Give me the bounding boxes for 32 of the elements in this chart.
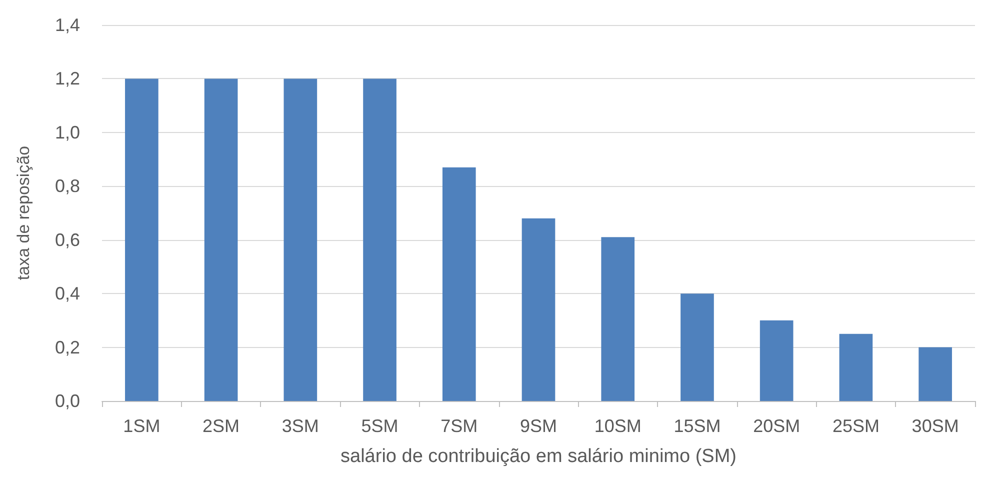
y-tick-label: 0,4	[54, 284, 80, 304]
y-tick-label: 1,0	[54, 122, 80, 142]
bar	[442, 167, 476, 401]
x-tick-label: 3SM	[282, 416, 319, 436]
y-axis-title: taxa de reposição	[14, 146, 33, 280]
bar	[284, 78, 318, 401]
x-axis-title: salário de contribuição em salário minimo (SM)	[340, 446, 736, 467]
x-tick-label: 9SM	[520, 416, 558, 436]
bar	[204, 78, 238, 401]
bar	[918, 347, 952, 401]
x-tick-label: 5SM	[361, 416, 398, 436]
x-tick-label: 7SM	[440, 416, 478, 436]
x-tick-label: 30SM	[912, 416, 959, 436]
x-tick-label: 1SM	[123, 416, 160, 436]
bar	[601, 237, 635, 401]
x-tick-label: 2SM	[202, 416, 240, 436]
bar	[363, 78, 396, 401]
y-tick-label: 0,8	[54, 176, 80, 196]
bar	[522, 218, 556, 401]
bar	[760, 320, 794, 401]
x-tick-label: 25SM	[832, 416, 880, 436]
y-tick-label: 1,4	[54, 15, 80, 35]
x-tick-label: 20SM	[753, 416, 800, 436]
x-tick-label: 10SM	[594, 416, 642, 436]
bar	[680, 294, 714, 401]
bar	[839, 334, 873, 401]
y-tick-label: 0,6	[54, 230, 80, 250]
y-tick-label: 0,0	[54, 391, 80, 411]
y-tick-label: 1,2	[54, 68, 80, 89]
bar	[125, 78, 158, 401]
x-tick-label: 15SM	[674, 416, 721, 436]
y-tick-label: 0,2	[54, 337, 80, 358]
